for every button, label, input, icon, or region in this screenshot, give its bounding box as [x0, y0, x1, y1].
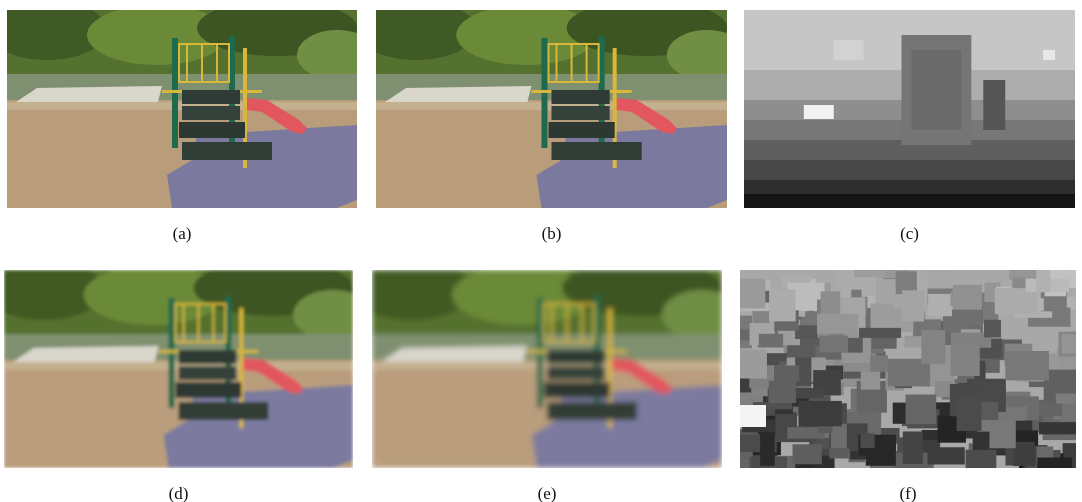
depth-block — [740, 405, 766, 427]
depth-block — [989, 419, 1015, 448]
depth-block — [953, 285, 982, 310]
depth-block — [1037, 458, 1072, 469]
depth-block — [1039, 422, 1082, 434]
caption: (d) — [169, 484, 189, 502]
caption: (b) — [542, 224, 562, 243]
depth-block — [957, 398, 982, 431]
depth-block — [866, 447, 896, 466]
caption: (a) — [173, 224, 192, 243]
figure: (a) (b) (c) (d) (e) (f) — [0, 0, 1082, 502]
depth-block — [734, 279, 765, 309]
depth-block — [759, 334, 783, 348]
depth-block — [966, 450, 997, 477]
panel — [731, 262, 1082, 489]
depth-block — [951, 345, 980, 376]
depth-block — [817, 314, 858, 334]
depth-block — [903, 431, 923, 463]
caption: (c) — [900, 224, 919, 243]
depth-block — [1062, 334, 1082, 353]
depth-block — [854, 263, 885, 278]
depth-block — [1056, 394, 1082, 404]
panel — [0, 260, 373, 468]
depth-block — [769, 381, 796, 403]
caption: (f) — [900, 484, 917, 502]
image — [352, 260, 742, 468]
panel — [0, 0, 377, 208]
caption: (e) — [538, 484, 557, 502]
depth-block — [793, 444, 822, 464]
depth-block — [831, 424, 847, 449]
depth-block — [870, 355, 888, 372]
depth-block — [859, 328, 901, 338]
depth-block — [984, 320, 1001, 338]
depth-block — [740, 350, 767, 379]
depth-block — [921, 330, 945, 364]
depth-block — [871, 303, 894, 328]
depth-block — [928, 294, 952, 316]
image — [744, 10, 1075, 208]
image — [0, 260, 373, 468]
depth-block — [927, 263, 954, 275]
depth-block — [1036, 268, 1050, 292]
depth-block — [906, 395, 937, 424]
panels: (a) (b) (c) (d) (e) (f) — [0, 0, 1082, 502]
depth-block — [769, 290, 796, 322]
panel — [744, 10, 1075, 208]
panel — [352, 260, 742, 468]
image — [356, 0, 747, 208]
depth-block — [902, 290, 924, 321]
image — [0, 0, 377, 208]
depth-block — [829, 448, 849, 458]
depth-block — [1005, 351, 1049, 380]
depth-block — [928, 447, 965, 464]
depth-block — [1013, 442, 1035, 466]
depth-block — [860, 433, 874, 448]
depth-block — [774, 366, 799, 382]
depth-block — [819, 336, 848, 353]
depth-map — [731, 262, 1082, 489]
depth-block — [798, 401, 841, 426]
depth-block — [760, 432, 775, 466]
panel — [356, 0, 747, 208]
